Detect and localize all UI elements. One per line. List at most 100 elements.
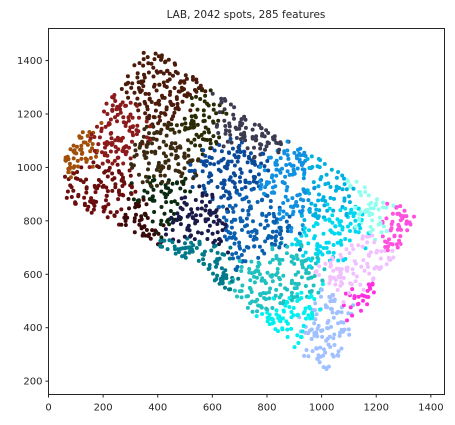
scatter-point (346, 327, 351, 332)
scatter-point (240, 219, 245, 224)
scatter-point (238, 246, 242, 251)
scatter-point (299, 290, 304, 295)
scatter-point (257, 262, 262, 267)
scatter-point (141, 63, 146, 68)
scatter-point (252, 280, 257, 285)
scatter-point (190, 249, 195, 254)
scatter-point (255, 200, 260, 204)
scatter-point (146, 161, 151, 166)
scatter-point (237, 143, 242, 148)
scatter-point (249, 259, 254, 264)
scatter-point (215, 222, 220, 226)
scatter-point (172, 110, 177, 115)
scatter-point (350, 287, 355, 292)
scatter-point (172, 211, 176, 216)
scatter-point (153, 51, 158, 56)
scatter-point (295, 203, 300, 208)
scatter-point (163, 112, 168, 117)
scatter-point (83, 140, 88, 145)
scatter-point (192, 124, 197, 129)
scatter-point (123, 103, 128, 108)
scatter-point (172, 130, 177, 135)
scatter-point (165, 79, 170, 83)
scatter-point (315, 242, 320, 246)
scatter-point (323, 261, 328, 266)
scatter-point (139, 226, 144, 231)
scatter-point (285, 153, 290, 158)
scatter-point (258, 293, 263, 298)
scatter-point (201, 119, 206, 124)
scatter-point (222, 215, 226, 220)
scatter-point (405, 228, 410, 233)
scatter-point (71, 149, 76, 154)
scatter-point (372, 240, 377, 245)
scatter-point (175, 71, 180, 76)
scatter-point (336, 321, 341, 326)
scatter-point (195, 122, 200, 127)
scatter-point (145, 115, 150, 120)
scatter-point (136, 108, 141, 113)
scatter-point (189, 122, 194, 127)
scatter-point (291, 205, 296, 210)
scatter-point (112, 93, 117, 97)
scatter-point (221, 271, 226, 275)
scatter-point (331, 250, 336, 255)
scatter-point (345, 318, 349, 323)
scatter-point (126, 95, 131, 100)
scatter-point (311, 180, 316, 185)
scatter-point (194, 94, 198, 99)
scatter-point (349, 243, 354, 248)
scatter-point (254, 314, 259, 319)
scatter-point (331, 243, 336, 247)
scatter-point (338, 252, 343, 257)
scatter-point (323, 199, 328, 203)
scatter-point (203, 125, 208, 130)
scatter-point (294, 200, 299, 204)
scatter-point (212, 148, 217, 153)
scatter-point (358, 282, 363, 287)
scatter-point (269, 241, 274, 246)
scatter-point (191, 176, 196, 181)
scatter-point (301, 204, 305, 209)
scatter-point (280, 257, 285, 262)
scatter-point (95, 186, 100, 191)
scatter-point (387, 257, 392, 262)
scatter-point (269, 235, 274, 239)
scatter-point (104, 193, 109, 198)
scatter-point (329, 299, 334, 303)
scatter-point (285, 198, 290, 203)
scatter-point (346, 224, 350, 229)
scatter-point (348, 229, 352, 233)
scatter-point (397, 238, 402, 243)
scatter-point (287, 223, 292, 228)
scatter-point (379, 265, 384, 270)
scatter-point (73, 201, 78, 206)
scatter-point (186, 147, 191, 152)
scatter-point (277, 245, 282, 250)
scatter-point (265, 159, 270, 163)
scatter-point (385, 248, 390, 253)
scatter-point (114, 149, 119, 154)
scatter-point (206, 228, 211, 233)
scatter-point (242, 132, 247, 137)
scatter-point (233, 185, 237, 190)
scatter-point (361, 258, 366, 263)
scatter-point (113, 138, 118, 143)
scatter-point (116, 190, 121, 195)
scatter-point (341, 303, 346, 308)
scatter-point (360, 234, 365, 239)
scatter-point (367, 202, 372, 207)
scatter-point (315, 326, 320, 331)
scatter-point (340, 173, 345, 178)
scatter-point (178, 205, 183, 210)
scatter-point (105, 215, 110, 220)
scatter-point (387, 237, 391, 242)
scatter-point (149, 100, 154, 104)
scatter-point (75, 144, 79, 149)
scatter-point (85, 133, 90, 138)
scatter-point (370, 218, 375, 223)
scatter-point (186, 227, 191, 232)
scatter-point (239, 140, 244, 145)
scatter-point (315, 334, 320, 339)
scatter-point (146, 92, 151, 96)
